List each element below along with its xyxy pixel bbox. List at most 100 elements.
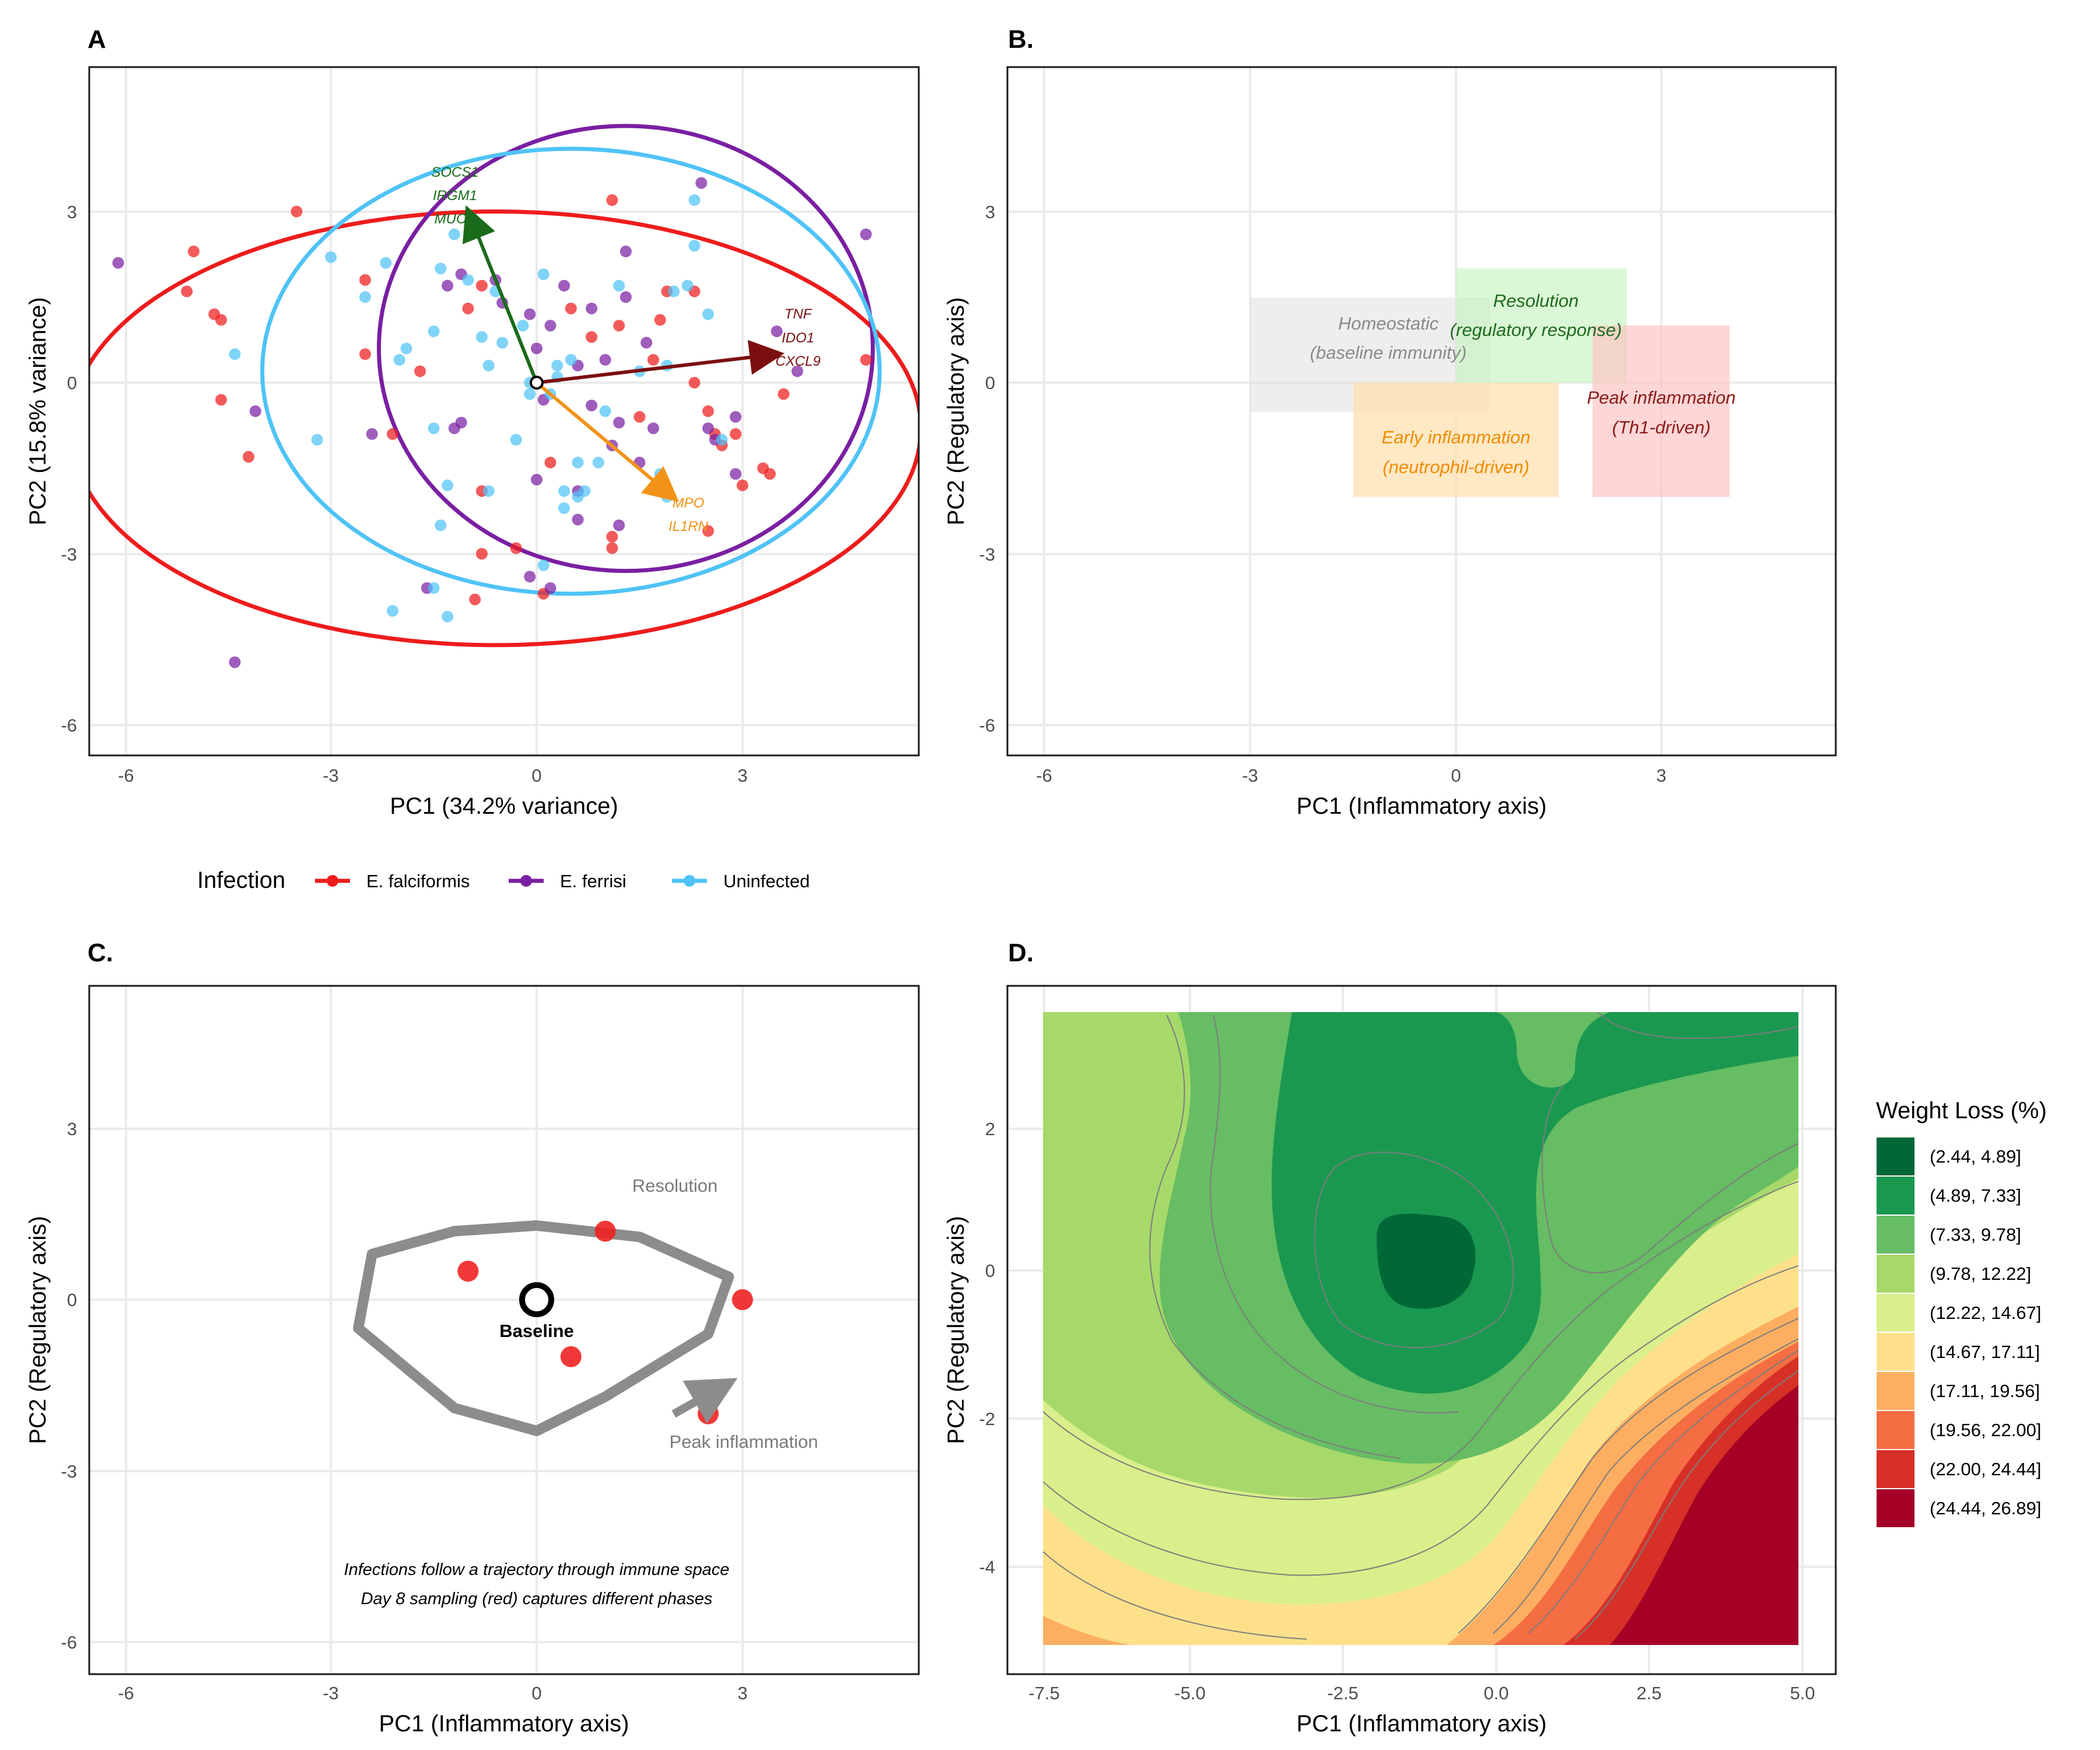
loading-label-cxcl9: CXCL9 (775, 354, 820, 369)
ellipse-uninfected (260, 146, 882, 596)
sample-point (112, 257, 124, 269)
legend-label: (4.89, 7.33] (1930, 1185, 2021, 1206)
baseline-marker (519, 1282, 554, 1317)
legend-keys: (2.44, 4.89] (4.89, 7.33] (7.33, 9.78] (9.7… (1877, 1138, 2041, 1527)
sample-point (860, 228, 872, 240)
sample-point (606, 531, 618, 543)
sample-point (606, 194, 618, 206)
panel-a-legend: Infection E. falciformis E. ferrisi Unin… (197, 867, 810, 893)
trajectory-arrow (671, 1378, 738, 1424)
sample-point (572, 491, 584, 503)
sample-point (736, 480, 748, 492)
panel-c-xlabel: PC1 (Inflammatory axis) (379, 1711, 629, 1737)
sample-point (654, 314, 666, 326)
ytick: -3 (61, 1461, 77, 1482)
xtick: -3 (1242, 765, 1258, 786)
loading-arrow-mpo (536, 381, 680, 502)
region-peak-label: Peak inflammation (1587, 387, 1735, 408)
sample-point (435, 519, 447, 531)
panel-c-frame (88, 985, 920, 1675)
ytick: -3 (61, 544, 77, 565)
ytick: 0 (67, 373, 77, 393)
sample-point (716, 433, 728, 446)
xtick: -2.5 (1327, 1683, 1358, 1703)
sample-point (229, 348, 241, 360)
xtick: 0.0 (1483, 1683, 1508, 1703)
contour-band-24-44 (1610, 1385, 1798, 1645)
sample-point (771, 325, 783, 337)
sample-point (613, 320, 625, 332)
legend-entry-ferrisi: E. ferrisi (509, 871, 626, 891)
ytick: 0 (985, 1261, 995, 1281)
ytick: -3 (979, 544, 995, 565)
sample-point (475, 279, 488, 292)
sample-point (764, 468, 776, 480)
ytick: -4 (979, 1557, 995, 1577)
sample-point (524, 570, 536, 583)
sample-point (592, 456, 604, 468)
sample-point (544, 320, 556, 332)
sample-point (366, 428, 378, 440)
contour-fill (1043, 1012, 1798, 1645)
peak-inflammation-label: Peak inflammation (669, 1432, 818, 1452)
panel-b-yticks: 3 0 -3 -6 (979, 202, 995, 736)
sample-point (613, 416, 625, 429)
sample-point (620, 246, 632, 258)
sample-point (181, 285, 193, 298)
legend-label: (12.22, 14.67] (1930, 1303, 2041, 1323)
xtick: -6 (118, 765, 134, 786)
region-homeostatic-label: Homeostatic (1338, 313, 1439, 334)
panel-d-frame (1006, 985, 1837, 1675)
loading-arrow-socs1 (462, 205, 538, 384)
sample-point (558, 279, 570, 292)
legend-swatch (1877, 1177, 1915, 1214)
sample-point (695, 177, 708, 189)
panel-a-points (112, 177, 872, 668)
xtick: 0 (531, 765, 541, 786)
sample-point (558, 485, 570, 497)
ellipse-e-falciformis (89, 209, 919, 648)
ytick: -6 (61, 715, 77, 736)
sample-point (688, 377, 701, 388)
panel-c-content (353, 1220, 753, 1436)
loading-label-ido1: IDO1 (782, 330, 814, 346)
loading-label-il1rn: IL1RN (668, 519, 709, 534)
panel-a-yticks: 3 0 -3 -6 (61, 202, 77, 736)
xtick: -6 (118, 1683, 134, 1703)
sample-point (654, 468, 666, 480)
panel-a: A SOCS1 IRGM1 MUC TNF IDO1 CXCL9 MPO IL1… (25, 25, 920, 893)
panel-a-xticks: -6 -3 0 3 (118, 765, 747, 786)
sample-point (435, 262, 447, 275)
legend-swatch (1877, 1138, 1915, 1175)
panel-c-xticks: -6 -3 0 3 (118, 1683, 747, 1703)
loading-label-irgm1: IRGM1 (433, 188, 477, 204)
legend-swatch (1877, 1294, 1915, 1332)
sample-point (496, 337, 509, 349)
sample-point (475, 548, 488, 560)
region-early-inflammation (1353, 383, 1559, 497)
panel-c-yticks: 3 0 -3 -6 (61, 1119, 77, 1653)
sample-point (229, 656, 241, 668)
sample-point (860, 354, 872, 366)
sample-point (730, 468, 742, 480)
xtick: 2.5 (1636, 1683, 1661, 1703)
sample-point (448, 422, 460, 435)
sample-point (620, 291, 632, 303)
sample-point (730, 411, 742, 423)
svg-text:E. falciformis: E. falciformis (366, 871, 470, 891)
xtick: 0 (1451, 765, 1461, 786)
sample-point (428, 422, 440, 435)
ytick: 0 (985, 373, 995, 393)
contour-band-17-11-corner (1043, 1616, 1132, 1645)
panel-a-ylabel: PC2 (15.8% variance) (25, 297, 51, 525)
panel-b-xlabel: PC1 (Inflammatory axis) (1297, 793, 1547, 819)
sample-point (565, 302, 577, 314)
sample-point (482, 359, 495, 372)
day8-point (457, 1261, 479, 1282)
svg-text:Uninfected: Uninfected (723, 871, 810, 891)
panel-c-ylabel: PC2 (Regulatory axis) (25, 1216, 51, 1444)
legend-label: (17.11, 19.56] (1930, 1381, 2040, 1401)
sample-point (188, 246, 200, 258)
sample-point (428, 325, 440, 337)
sample-point (359, 291, 371, 303)
